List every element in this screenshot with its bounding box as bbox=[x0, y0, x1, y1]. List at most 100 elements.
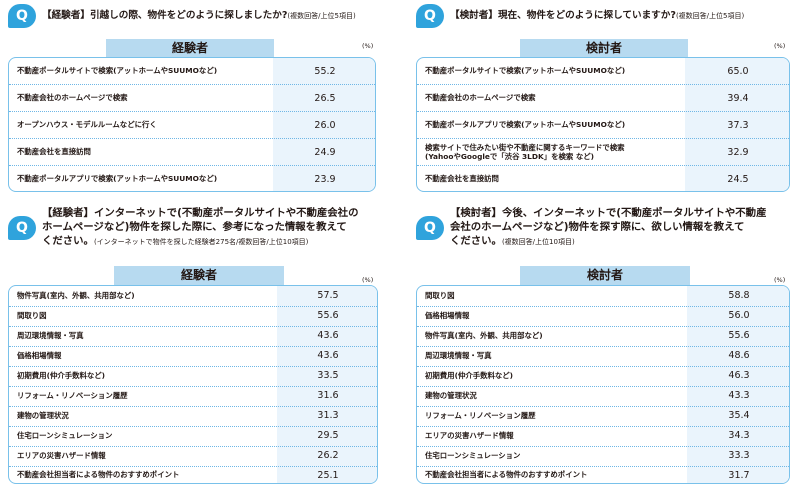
table-row: リフォーム・リノベーション履歴 31.6 bbox=[9, 386, 377, 405]
results-table: 不動産ポータルサイトで検索(アットホームやSUUMOなど) 55.2 不動産会社… bbox=[8, 57, 376, 192]
row-divider bbox=[9, 405, 377, 407]
table-row: エリアの災害ハザード情報 34.3 bbox=[417, 426, 789, 445]
row-divider bbox=[9, 305, 377, 307]
row-divider bbox=[417, 425, 789, 427]
row-value: 26.5 bbox=[314, 92, 336, 104]
question-title-text: 【検討者】現在、物件をどのように探していますか? bbox=[450, 10, 676, 21]
row-value: 37.3 bbox=[727, 119, 749, 131]
row-value: 31.3 bbox=[317, 410, 339, 421]
table-row: 検索サイトで住みたい街や不動産に関するキーワードで検索 (YahooやGoogl… bbox=[417, 139, 789, 165]
question-title-line2: ホームページなど)物件を探した際に、参考になった情報を教えて bbox=[42, 221, 347, 234]
respondent-tab: 検討者 bbox=[520, 266, 690, 285]
row-value: 31.6 bbox=[317, 390, 339, 401]
row-divider bbox=[9, 325, 377, 327]
row-label: 不動産会社担当者による物件のおすすめポイント bbox=[425, 470, 588, 480]
value-column bbox=[273, 58, 375, 191]
row-label: 間取り図 bbox=[17, 310, 47, 320]
row-label: 不動産ポータルアプリで検索(アットホームやSUUMOなど) bbox=[425, 120, 626, 130]
table-row: 建物の管理状況 43.3 bbox=[417, 386, 789, 405]
q2-panel: Q 【検討者】現在、物件をどのように探していますか?(複数回答/上位5項目) 検… bbox=[416, 4, 796, 192]
row-label-line2: (YahooやGoogleで「渋谷 3LDK」を検索 など) bbox=[425, 152, 595, 161]
row-value: 25.1 bbox=[317, 469, 339, 481]
value-column bbox=[277, 286, 377, 483]
row-value: 43.6 bbox=[317, 350, 339, 361]
table-row: リフォーム・リノベーション履歴 35.4 bbox=[417, 406, 789, 425]
row-divider bbox=[417, 305, 789, 307]
row-label: 周辺環境情報・写真 bbox=[17, 330, 84, 340]
row-divider bbox=[417, 385, 789, 387]
question-title-text: 【経験者】引越しの際、物件をどのように探しましたか? bbox=[42, 10, 288, 21]
row-label: オープンハウス・モデルルームなどに行く bbox=[17, 120, 157, 130]
question-title-line2: 会社のホームページなど)物件を探す際に、欲しい情報を教えて bbox=[450, 221, 745, 234]
question-badge: Q bbox=[8, 216, 36, 240]
row-label: 初期費用(仲介手数料など) bbox=[425, 370, 514, 380]
table-row: 周辺環境情報・写真 43.6 bbox=[9, 326, 377, 345]
table-row: 住宅ローンシミュレーション 33.3 bbox=[417, 446, 789, 465]
row-divider bbox=[417, 345, 789, 347]
row-divider bbox=[9, 84, 375, 85]
row-divider bbox=[9, 465, 377, 467]
results-table: 物件写真(室内、外観、共用部など) 57.5 間取り図 55.6 周辺環境情報・… bbox=[8, 285, 378, 484]
row-value: 35.4 bbox=[728, 410, 750, 421]
row-label: 不動産ポータルアプリで検索(アットホームやSUUMOなど) bbox=[17, 174, 218, 184]
row-divider bbox=[417, 84, 789, 85]
row-divider bbox=[417, 405, 789, 407]
table-row: エリアの災害ハザード情報 26.2 bbox=[9, 446, 377, 465]
unit-label: (%) bbox=[774, 42, 786, 50]
row-label: 周辺環境情報・写真 bbox=[425, 350, 492, 360]
results-table: 不動産ポータルサイトで検索(アットホームやSUUMOなど) 65.0 不動産会社… bbox=[416, 57, 790, 192]
question-badge: Q bbox=[416, 216, 444, 240]
table-row: 間取り図 55.6 bbox=[9, 306, 377, 325]
question-title: 【経験者】引越しの際、物件をどのように探しましたか?(複数回答/上位5項目) bbox=[42, 10, 356, 23]
row-label: 初期費用(仲介手数料など) bbox=[17, 370, 106, 380]
question-title-line1: 【検討者】今後、インターネットで(不動産ポータルサイトや不動産 bbox=[450, 207, 767, 219]
table-row: 不動産会社のホームページで検索 26.5 bbox=[9, 85, 375, 111]
table-row: 間取り図 58.8 bbox=[417, 286, 789, 305]
row-label: 不動産会社を直接訪問 bbox=[425, 174, 499, 184]
row-label: 建物の管理状況 bbox=[425, 390, 477, 400]
row-divider bbox=[9, 345, 377, 347]
row-label: 検索サイトで住みたい街や不動産に関するキーワードで検索 (YahooやGoogl… bbox=[425, 139, 625, 165]
row-label: 不動産会社を直接訪問 bbox=[17, 147, 91, 157]
row-label: 不動産ポータルサイトで検索(アットホームやSUUMOなど) bbox=[17, 66, 218, 76]
table-row: 周辺環境情報・写真 48.6 bbox=[417, 346, 789, 365]
row-value: 39.4 bbox=[727, 92, 749, 104]
table-row: 不動産ポータルアプリで検索(アットホームやSUUMOなど) 23.9 bbox=[9, 166, 375, 191]
row-value: 55.2 bbox=[314, 65, 336, 77]
row-value: 26.0 bbox=[314, 119, 336, 131]
row-value: 55.6 bbox=[317, 310, 339, 321]
row-divider bbox=[9, 425, 377, 427]
value-column bbox=[685, 58, 789, 191]
row-divider bbox=[417, 445, 789, 447]
row-value: 24.9 bbox=[314, 146, 336, 158]
unit-label: (%) bbox=[362, 276, 374, 284]
row-value: 48.6 bbox=[728, 350, 750, 361]
question-note: (複数回答/上位5項目) bbox=[287, 12, 356, 20]
row-label-line1: 検索サイトで住みたい街や不動産に関するキーワードで検索 bbox=[425, 142, 625, 152]
row-label: エリアの災害ハザード情報 bbox=[425, 430, 514, 440]
table-row: 住宅ローンシミュレーション 29.5 bbox=[9, 426, 377, 445]
question-title: 【経験者】インターネットで(不動産ポータルサイトや不動産会社の ホームページなど… bbox=[42, 206, 358, 248]
row-value: 26.2 bbox=[317, 450, 339, 461]
row-value: 56.0 bbox=[728, 310, 750, 321]
table-row: 不動産ポータルサイトで検索(アットホームやSUUMOなど) 55.2 bbox=[9, 58, 375, 84]
row-value: 34.3 bbox=[728, 430, 750, 441]
row-label: 不動産会社のホームページで検索 bbox=[425, 93, 536, 103]
row-divider bbox=[417, 138, 789, 139]
row-label: 物件写真(室内、外観、共用部など) bbox=[425, 330, 543, 340]
row-value: 33.3 bbox=[728, 450, 750, 461]
row-value: 55.6 bbox=[728, 330, 750, 341]
row-label: 物件写真(室内、外観、共用部など) bbox=[17, 290, 135, 300]
row-label: リフォーム・リノベーション履歴 bbox=[17, 390, 128, 400]
table-row: 初期費用(仲介手数料など) 46.3 bbox=[417, 366, 789, 385]
table-row: 初期費用(仲介手数料など) 33.5 bbox=[9, 366, 377, 385]
table-row: オープンハウス・モデルルームなどに行く 26.0 bbox=[9, 112, 375, 138]
row-value: 58.8 bbox=[728, 290, 750, 301]
table-row: 物件写真(室内、外観、共用部など) 55.6 bbox=[417, 326, 789, 345]
question-note: (複数回答/上位10項目) bbox=[501, 238, 575, 247]
row-label: 価格相場情報 bbox=[17, 350, 62, 360]
row-label: 価格相場情報 bbox=[425, 310, 470, 320]
question-note: (インターネットで物件を探した経験者275名/複数回答/上位10項目) bbox=[93, 238, 309, 247]
table-row: 不動産会社担当者による物件のおすすめポイント 25.1 bbox=[9, 466, 377, 483]
question-title-line3: ください。 bbox=[42, 235, 94, 248]
